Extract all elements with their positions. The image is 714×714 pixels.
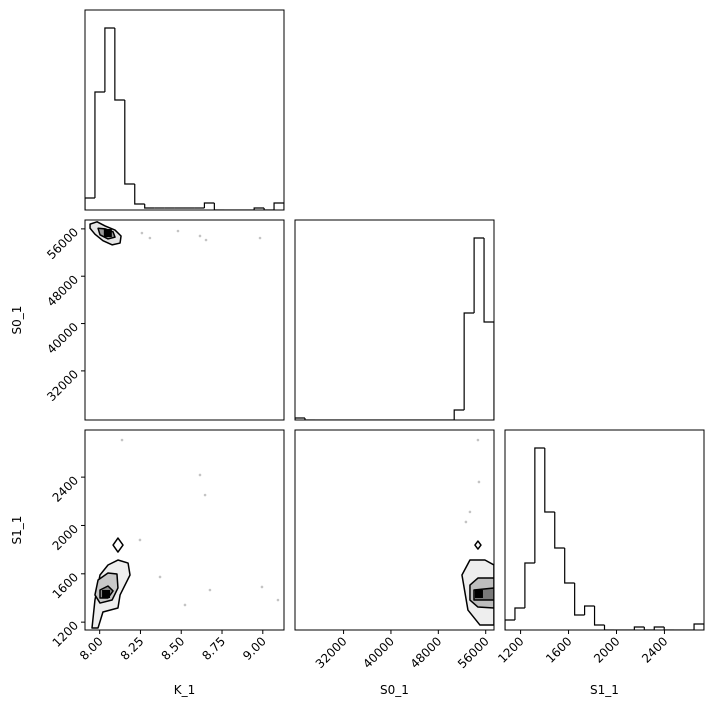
histogram-step [124,100,135,185]
x-tick-label: 1200 [495,634,526,665]
histogram-step [94,91,105,198]
histogram-step [453,409,465,420]
x-tick-label: 32000 [313,634,350,671]
axes-frame [84,429,285,631]
histogram-step [203,202,215,208]
axes-frame [294,429,495,631]
sample-point [138,538,142,542]
histogram-step [295,417,305,420]
axes-frame [84,9,285,211]
sample-point [260,585,264,589]
y-tick-label: 32000 [44,367,81,404]
sample-point [140,231,144,235]
sample-point [476,438,480,442]
y-tick-label: 2400 [50,473,81,504]
y-tick-label: 48000 [44,272,81,309]
axes-frame [504,429,705,631]
y-tick-label: 40000 [44,320,81,357]
x-tick-label: 8.00 [77,634,106,663]
density-peak [102,589,111,598]
sample-point [158,575,162,579]
x-axis-label: S1_1 [590,683,619,697]
y-tick-label: 1200 [50,618,81,649]
x-tick-label: 8.50 [159,634,188,663]
sample-point [276,598,280,602]
histogram-step [144,204,155,209]
sample-point [120,438,124,442]
density-peak [103,229,112,238]
histogram-step [633,626,645,630]
sample-point [208,588,212,592]
x-tick-label: 9.00 [240,634,269,663]
histogram-step [213,203,225,210]
sample-point [183,603,187,607]
axes-frame [294,219,495,421]
histogram-step [693,623,704,630]
sample-point [176,229,180,233]
axes-frame [84,219,285,421]
histogram-step [263,208,275,210]
histogram-step [643,627,655,630]
y-axis-label: S0_1 [10,306,24,335]
histogram-step [134,184,145,205]
sample-point [464,520,468,524]
histogram-step [584,605,595,615]
histogram-step [554,512,565,549]
histogram-step [85,197,95,210]
sample-point [203,493,207,497]
histogram-step [304,418,315,420]
histogram-step [544,448,555,513]
histogram-step [593,606,605,626]
x-tick-label: 1600 [543,634,574,665]
x-tick-label: 48000 [408,634,445,671]
contour [112,537,124,553]
x-tick-label: 56000 [455,634,492,671]
histogram-step [603,625,615,630]
sample-point [198,234,202,238]
y-tick-label: 56000 [44,225,81,262]
histogram-step [524,562,535,608]
y-tick-label: 2000 [50,522,81,553]
histogram-step [273,202,284,210]
histogram-step [104,27,115,92]
histogram-step [463,312,475,410]
histogram-step [653,626,665,630]
density-peak [474,589,483,598]
histogram-step [514,607,525,620]
histogram-step [505,619,515,630]
sample-point [477,480,481,484]
sample-point [198,473,202,477]
x-tick-label: 8.75 [199,634,228,663]
histogram-step [114,28,125,101]
x-tick-label: 2000 [591,634,622,665]
histogram-step [253,207,265,210]
histogram-step [483,238,494,420]
x-tick-label: 2400 [639,634,670,665]
y-tick-label: 1600 [50,570,81,601]
sample-point [468,510,472,514]
histogram-step [574,583,585,616]
x-tick-label: 40000 [360,634,397,671]
sample-point [258,236,262,240]
sample-point [204,238,208,242]
x-axis-label: K_1 [174,683,196,697]
histogram-step [564,548,575,584]
sample-point [148,236,152,240]
histogram-step [473,237,485,313]
x-axis-label: S0_1 [380,683,409,697]
histogram-step [534,447,545,563]
x-tick-label: 8.25 [118,634,147,663]
y-axis-label: S1_1 [10,516,24,545]
contour [474,540,482,550]
histogram-step [663,627,675,630]
